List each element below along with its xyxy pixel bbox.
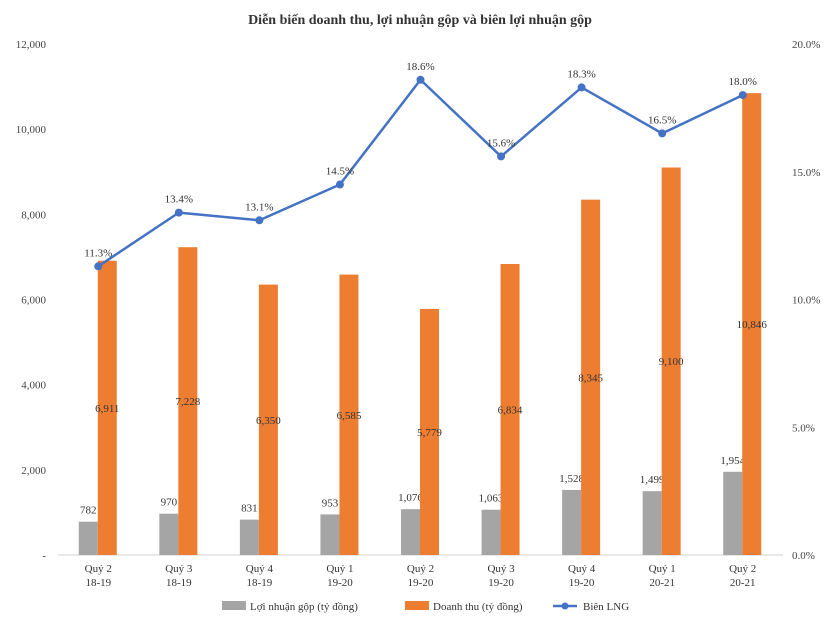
gross-profit-data-label: 831 [241, 503, 258, 515]
gross-profit-bar [320, 514, 340, 555]
category-label-line1: Quý 3 [165, 563, 193, 575]
left-axis-tick-label: 6,000 [21, 295, 46, 307]
gross-profit-data-label: 970 [161, 497, 178, 509]
margin-point [658, 129, 667, 138]
category-label-line2: 18-19 [166, 577, 192, 589]
margin-point [335, 180, 344, 189]
category-label-line1: Quý 2 [407, 563, 434, 575]
revenue-data-label: 5,779 [417, 427, 442, 439]
category-label-line2: 19-20 [408, 577, 434, 589]
category-label-line2: 20-21 [730, 577, 756, 589]
legend-marker [561, 602, 569, 610]
revenue-bar [258, 284, 278, 555]
margin-point [497, 152, 506, 161]
category-label-line1: Quý 4 [568, 563, 596, 575]
revenue-bar [742, 93, 762, 555]
gross-profit-bar [401, 509, 420, 555]
margin-point [738, 91, 747, 100]
margin-point [577, 83, 586, 92]
revenue-data-label: 6,585 [337, 410, 362, 422]
category-label-line1: Quý 2 [729, 563, 756, 575]
margin-point [174, 208, 183, 217]
margin-data-label: 18.0% [729, 76, 757, 88]
revenue-bar [178, 247, 198, 555]
category-label-line1: Quý 2 [85, 563, 112, 575]
bar-series: 782 970 831 953 1,076 1,063 1,528 1,499 1,954 6,9… [78, 93, 768, 555]
margin-data-label: 16.5% [648, 114, 676, 126]
gross-profit-bar [481, 509, 501, 555]
category-label-line2: 19-20 [327, 577, 353, 589]
gross-profit-data-label: 1,499 [640, 474, 665, 486]
left-axis-tick-label: 8,000 [21, 209, 46, 221]
left-axis-tick-label: 2,000 [21, 465, 46, 477]
right-axis-tick-label: 0.0% [792, 550, 815, 562]
gross-profit-data-label: 1,954 [720, 455, 745, 467]
revenue-data-label: 6,350 [256, 415, 281, 427]
gross-profit-bar [642, 491, 662, 555]
category-label-line2: 19-20 [569, 577, 595, 589]
gross-profit-bar [159, 513, 179, 555]
gross-profit-bar [78, 521, 98, 555]
revenue-data-label: 9,100 [659, 356, 684, 368]
left-axis-tick-label: 4,000 [21, 380, 46, 392]
line-series: 11.3% 13.4% 13.1% 14.5% 18.6% 15.6% 18.3% 16.5%… [84, 61, 757, 271]
revenue-bar [97, 260, 117, 555]
right-axis-tick-label: 5.0% [792, 422, 815, 434]
left-axis-tick-label: 10,000 [16, 124, 47, 136]
legend-swatch [222, 601, 246, 610]
margin-data-label: 14.5% [326, 166, 354, 178]
legend-label: Lợi nhuận gộp (tỷ đồng) [250, 601, 358, 613]
margin-point [416, 75, 425, 84]
legend: Lợi nhuận gộp (tỷ đồng) Doanh thu (tỷ đồn… [222, 601, 629, 613]
revenue-data-label: 10,846 [737, 319, 768, 331]
revenue-bar [420, 308, 439, 555]
revenue-data-label: 7,228 [175, 396, 200, 408]
right-axis: 0.0% 5.0% 10.0% 15.0% 20.0% [792, 39, 820, 562]
right-axis-tick-label: 10.0% [792, 295, 820, 307]
revenue-data-label: 8,345 [578, 372, 603, 384]
category-label-line2: 20-21 [649, 577, 675, 589]
gross-profit-data-label: 782 [80, 505, 97, 517]
category-labels: Quý 2 18-19 Quý 3 18-19 Quý 4 18-19 Quý 1 19-20… [85, 563, 757, 589]
legend-label: Doanh thu (tỷ đồng) [433, 601, 523, 613]
category-label-line1: Quý 1 [326, 563, 353, 575]
right-axis-tick-label: 20.0% [792, 39, 820, 51]
gross-profit-data-label: 1,076 [398, 492, 423, 504]
category-label-line2: 18-19 [85, 577, 111, 589]
legend-label: Biên LNG [583, 601, 629, 613]
category-label-line1: Quý 1 [649, 563, 676, 575]
margin-point [255, 216, 264, 225]
margin-data-label: 18.3% [567, 68, 595, 80]
right-axis-tick-label: 15.0% [792, 167, 820, 179]
margin-line [97, 78, 744, 268]
gross-profit-data-label: 953 [322, 497, 339, 509]
revenue-data-label: 6,834 [498, 404, 523, 416]
legend-swatch [405, 601, 429, 610]
revenue-bar [661, 167, 681, 555]
left-axis-tick-label: 12,000 [16, 39, 47, 51]
revenue-bar [500, 263, 520, 555]
category-label-line2: 18-19 [247, 577, 273, 589]
gross-profit-data-label: 1,063 [479, 493, 504, 505]
left-axis-tick-label: - [42, 550, 46, 562]
margin-data-label: 15.6% [487, 137, 515, 149]
margin-data-label: 11.3% [84, 247, 112, 259]
margin-data-label: 18.6% [406, 61, 434, 73]
chart-title: Diễn biến doanh thu, lợi nhuận gộp và bi… [248, 12, 592, 28]
margin-data-label: 13.1% [245, 201, 273, 213]
gross-profit-bar [562, 489, 582, 555]
revenue-data-label: 6,911 [95, 403, 119, 415]
margin-point [94, 262, 103, 271]
gross-profit-bar [723, 471, 743, 555]
category-label-line1: Quý 3 [487, 563, 515, 575]
revenue-bar [339, 274, 359, 555]
category-label-line1: Quý 4 [246, 563, 274, 575]
gross-profit-data-label: 1,528 [559, 473, 584, 485]
category-label-line2: 19-20 [488, 577, 514, 589]
margin-data-label: 13.4% [165, 194, 193, 206]
revenue-bar [581, 199, 601, 555]
gross-profit-bar [239, 519, 259, 555]
